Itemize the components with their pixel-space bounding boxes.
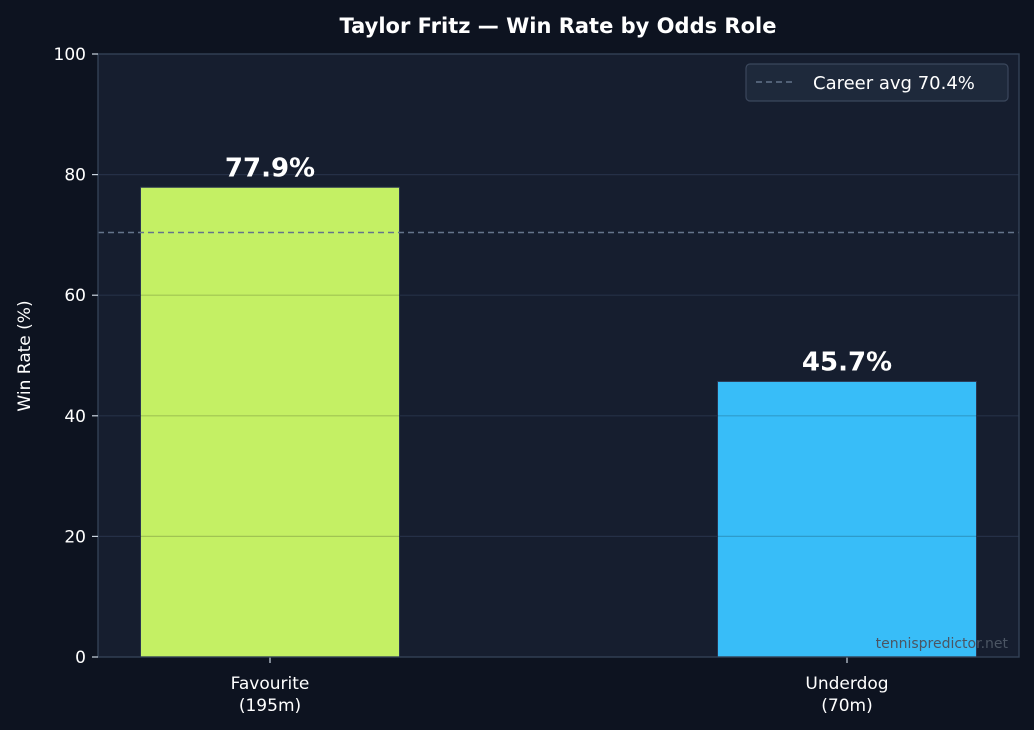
legend: Career avg 70.4% [745, 63, 1009, 102]
x-tick-label: Underdog [805, 674, 888, 694]
y-tick-label: 60 [64, 286, 86, 306]
bar-favourite [140, 186, 400, 658]
y-tick-label: 100 [54, 45, 86, 65]
x-tick-label: (195m) [239, 696, 301, 716]
plot-frame [97, 53, 1020, 658]
value-label: 45.7% [802, 347, 892, 377]
bar-underdog [717, 380, 977, 658]
chart-title: Taylor Fritz — Win Rate by Odds Role [340, 14, 777, 38]
y-tick-label: 80 [64, 166, 86, 186]
value-label: 77.9% [225, 153, 315, 183]
y-tick-label: 0 [75, 648, 86, 668]
y-axis-label: Win Rate (%) [15, 300, 35, 411]
y-tick-label: 20 [64, 527, 86, 547]
watermark: tennispredictor.net [876, 636, 1009, 652]
x-tick-label: Favourite [231, 674, 310, 694]
y-tick-label: 40 [64, 407, 86, 427]
legend-label: Career avg 70.4% [813, 73, 975, 94]
x-tick-label: (70m) [821, 696, 872, 716]
legend-box [745, 63, 1009, 102]
